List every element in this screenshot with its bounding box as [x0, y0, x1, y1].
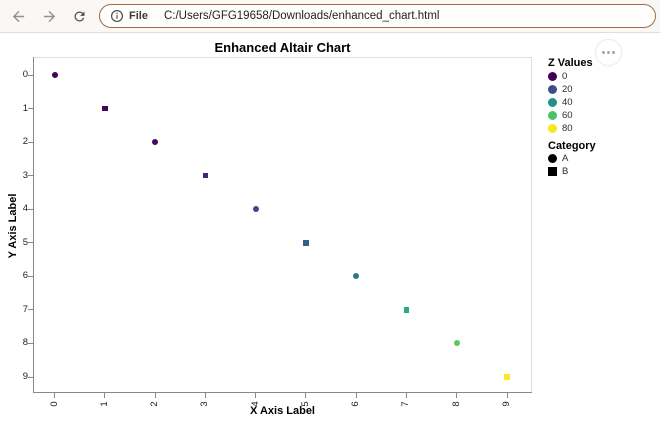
x-tick-mark — [255, 393, 257, 398]
x-tick-label: 3 — [199, 401, 211, 407]
x-tick-label: 9 — [501, 401, 513, 407]
legend-circle-swatch — [548, 97, 557, 107]
y-tick-mark — [28, 74, 33, 76]
data-point — [353, 273, 360, 280]
legend-item: 80 — [548, 122, 573, 135]
y-tick-label: 6 — [22, 270, 28, 282]
data-point — [252, 206, 259, 213]
legend-circle-swatch — [548, 84, 557, 94]
y-tick-label: 2 — [22, 136, 28, 148]
data-point — [51, 72, 58, 78]
ellipsis-dot — [607, 51, 610, 54]
x-tick-mark — [405, 393, 407, 398]
url-text[interactable]: C:/Users/GFG19658/Downloads/enhanced_cha… — [163, 10, 440, 22]
x-tick-label: 6 — [350, 401, 362, 407]
y-tick-mark — [28, 108, 33, 110]
y-tick-label: 1 — [22, 102, 28, 114]
reload-icon — [74, 11, 85, 22]
data-point — [504, 374, 510, 380]
browser-toolbar: File C:/Users/GFG19658/Downloads/enhance… — [0, 0, 660, 33]
legend-item-label: A — [562, 153, 569, 164]
legend-item-label: 60 — [562, 109, 573, 121]
x-tick-label: 4 — [249, 401, 261, 407]
y-tick-label: 5 — [22, 236, 28, 248]
legend-item-label: 40 — [562, 96, 573, 108]
y-tick-label: 8 — [22, 337, 28, 349]
x-tick-mark — [154, 393, 156, 398]
y-tick-label: 9 — [22, 371, 28, 383]
legend-square-swatch — [548, 167, 557, 176]
legend-circle-swatch — [548, 71, 557, 81]
legend-circle-swatch — [548, 123, 557, 133]
chart-options-ellipsis-icon[interactable] — [595, 39, 622, 66]
legend-item-label: B — [562, 166, 569, 177]
legend-circle-swatch — [548, 154, 557, 163]
y-tick-mark — [28, 208, 33, 210]
x-tick-mark — [305, 393, 307, 398]
url-scheme-label: File — [129, 10, 148, 22]
y-tick-mark — [28, 309, 33, 311]
legend-item: 0 — [548, 70, 567, 83]
x-axis-line — [33, 392, 532, 393]
y-tick-label: 4 — [22, 203, 28, 215]
legend-item-label: 80 — [562, 122, 573, 134]
data-point — [102, 105, 108, 112]
x-tick-label: 1 — [98, 401, 110, 407]
y-tick-label: 3 — [22, 169, 28, 181]
info-icon — [110, 9, 124, 23]
y-axis-line — [33, 57, 34, 393]
x-tick-mark — [104, 393, 106, 398]
y-tick-mark — [28, 242, 33, 244]
x-tick-label: 7 — [400, 401, 412, 407]
forward-icon[interactable] — [39, 6, 60, 27]
address-bar[interactable]: File C:/Users/GFG19658/Downloads/enhance… — [99, 4, 656, 28]
legend-item: 20 — [548, 83, 573, 96]
x-tick-mark — [506, 393, 508, 398]
ellipsis-dot — [612, 51, 615, 54]
x-axis-title: X Axis Label — [249, 405, 315, 417]
legend-circle-swatch — [548, 110, 557, 120]
x-tick-mark — [456, 393, 458, 398]
legend-item-label: 20 — [562, 83, 573, 95]
y-tick-label: 7 — [22, 303, 28, 315]
legend-item: 40 — [548, 96, 573, 109]
forward-arrow-icon — [43, 10, 56, 23]
legend-title: Z Values — [548, 57, 593, 69]
ellipsis-dot — [602, 51, 605, 54]
y-tick-label: 0 — [22, 69, 28, 80]
x-tick-label: 2 — [149, 401, 161, 407]
legend-title: Category — [548, 139, 596, 152]
y-tick-mark — [28, 175, 33, 177]
chart-title: Enhanced Altair Chart — [214, 40, 351, 55]
legend-item: 60 — [548, 109, 573, 122]
y-tick-mark — [28, 342, 33, 344]
x-tick-mark — [204, 393, 206, 398]
y-tick-mark — [28, 141, 33, 143]
x-tick-label: 5 — [299, 401, 311, 407]
data-point — [303, 240, 309, 246]
legend-item: A — [548, 152, 568, 165]
back-icon[interactable] — [8, 6, 29, 27]
legend-item: B — [548, 165, 568, 178]
y-tick-mark — [28, 275, 33, 277]
refresh-icon[interactable] — [69, 6, 90, 27]
x-tick-mark — [54, 393, 55, 398]
back-arrow-icon — [12, 10, 25, 23]
x-tick-label: 0 — [48, 401, 60, 407]
y-tick-mark — [28, 376, 33, 378]
data-point — [152, 139, 159, 146]
legend-item-label: 0 — [562, 70, 568, 82]
y-axis-title: Y Axis Label — [7, 193, 19, 259]
data-point — [202, 172, 209, 179]
data-point — [453, 340, 460, 347]
data-point — [403, 307, 410, 313]
x-tick-mark — [355, 393, 357, 398]
x-tick-label: 8 — [450, 401, 462, 407]
